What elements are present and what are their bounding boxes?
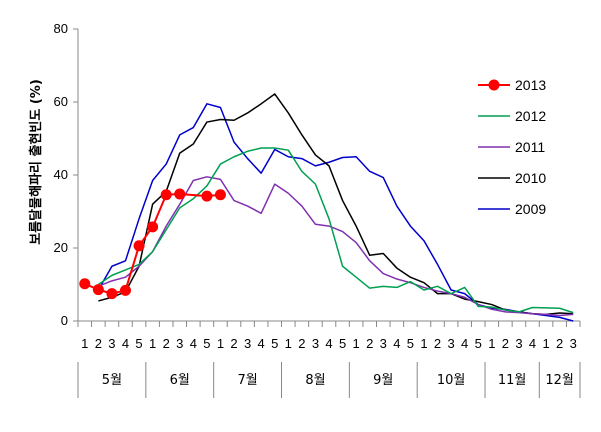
- data-point-2013: [133, 240, 145, 252]
- x-week-label: 4: [122, 336, 129, 351]
- x-week-label: 3: [176, 336, 183, 351]
- y-tick-label: 0: [61, 313, 68, 328]
- x-week-label: 1: [542, 336, 549, 351]
- legend-label-2011: 2011: [515, 139, 545, 155]
- x-week-label: 4: [325, 336, 332, 351]
- x-week-label: 3: [380, 336, 387, 351]
- legend-marker-2013: [488, 79, 500, 91]
- x-month-label: 6월: [170, 373, 190, 388]
- y-tick-label: 40: [54, 167, 68, 182]
- x-week-label: 5: [135, 336, 142, 351]
- data-point-2013: [119, 284, 131, 296]
- x-week-label: 3: [447, 336, 454, 351]
- x-week-label: 1: [217, 336, 224, 351]
- x-week-label: 5: [271, 336, 278, 351]
- x-week-label: 2: [434, 336, 441, 351]
- x-week-label: 2: [163, 336, 170, 351]
- data-point-2013: [79, 278, 91, 290]
- x-month-label: 10월: [437, 373, 466, 388]
- x-week-label: 2: [366, 336, 373, 351]
- x-month-label: 11월: [498, 373, 527, 388]
- x-week-label: 1: [285, 336, 292, 351]
- x-month-label: 5월: [102, 373, 122, 388]
- data-point-2013: [92, 284, 104, 296]
- x-week-label: 5: [203, 336, 210, 351]
- data-point-2013: [174, 188, 186, 200]
- series-line-2012: [97, 147, 574, 314]
- data-point-2013: [106, 288, 118, 300]
- x-week-label: 1: [81, 336, 88, 351]
- data-point-2013: [160, 189, 172, 201]
- x-week-label: 3: [312, 336, 319, 351]
- series-line-2011: [98, 176, 574, 317]
- x-month-label: 12월: [545, 373, 574, 388]
- x-week-label: 2: [556, 336, 563, 351]
- x-week-label: 3: [570, 336, 577, 351]
- x-week-label: 2: [502, 336, 509, 351]
- y-tick-label: 60: [54, 94, 68, 109]
- x-week-label: 3: [244, 336, 251, 351]
- x-week-label: 4: [393, 336, 400, 351]
- x-month-label: 8월: [305, 373, 325, 388]
- x-week-label: 1: [420, 336, 427, 351]
- legend-label-2009: 2009: [515, 201, 546, 217]
- x-week-label: 3: [515, 336, 522, 351]
- x-month-label: 7월: [237, 373, 257, 388]
- x-month-label: 9월: [373, 373, 393, 388]
- x-week-label: 3: [108, 336, 115, 351]
- series-line-2009: [97, 103, 574, 322]
- x-week-label: 4: [190, 336, 197, 351]
- legend-label-2012: 2012: [515, 108, 546, 124]
- legend: 2013 2012 2011 2010 2009: [478, 77, 546, 217]
- x-week-label: 5: [407, 336, 414, 351]
- y-tick-label: 20: [54, 240, 68, 255]
- x-week-label: 5: [339, 336, 346, 351]
- series-layer: [79, 93, 574, 322]
- x-week-label: 4: [529, 336, 536, 351]
- x-week-label: 4: [461, 336, 468, 351]
- x-week-label: 1: [353, 336, 360, 351]
- x-week-label: 1: [488, 336, 495, 351]
- data-point-2013: [214, 189, 226, 201]
- data-point-2013: [201, 190, 213, 202]
- x-week-label: 2: [95, 336, 102, 351]
- legend-label-2010: 2010: [515, 170, 546, 186]
- y-axis-label: 보름달물해파리 출현빈도 (%): [28, 79, 44, 245]
- series-line-2010: [98, 93, 574, 316]
- x-week-label: 1: [149, 336, 156, 351]
- data-point-2013: [147, 221, 159, 233]
- y-tick-label: 80: [54, 21, 68, 36]
- x-week-label: 2: [230, 336, 237, 351]
- x-week-label: 4: [258, 336, 265, 351]
- series-line-2013: [84, 192, 221, 295]
- legend-label-2013: 2013: [515, 77, 546, 93]
- x-week-label: 2: [298, 336, 305, 351]
- x-week-label: 5: [475, 336, 482, 351]
